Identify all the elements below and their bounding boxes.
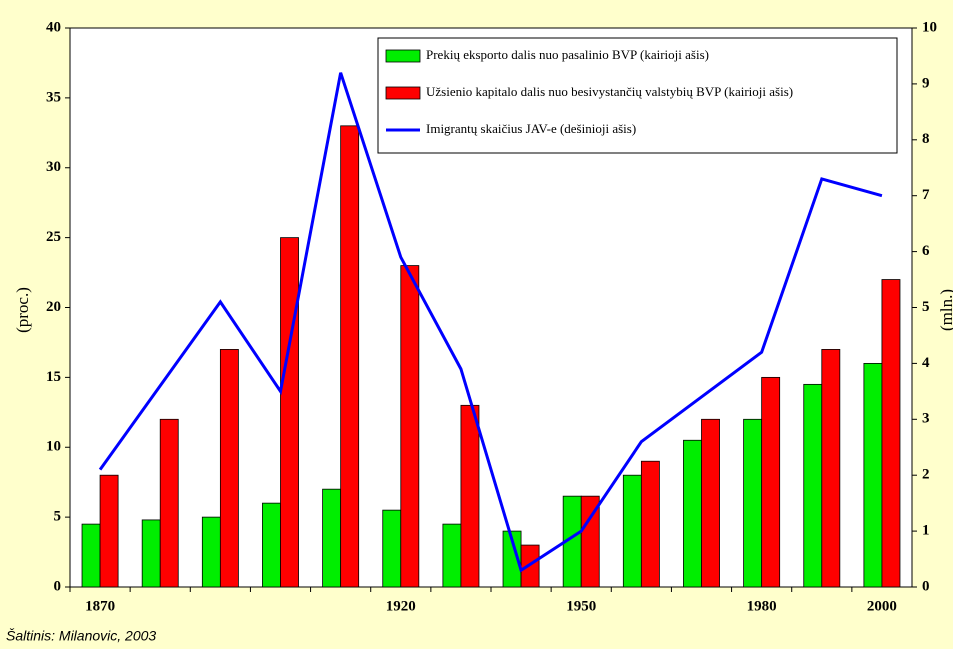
bar xyxy=(201,516,221,588)
x-tick-label: 1870 xyxy=(85,598,115,614)
y-tick-label: 15 xyxy=(46,369,61,385)
bar xyxy=(159,418,179,588)
y2-tick-label: 7 xyxy=(922,187,930,203)
bar xyxy=(743,418,763,588)
bar xyxy=(81,523,101,588)
bar xyxy=(99,474,119,588)
y-tick-label: 0 xyxy=(54,578,62,594)
y-tick-label: 20 xyxy=(46,299,61,315)
legend-label: Imigrantų skaičius JAV-e (dešinioji ašis… xyxy=(426,121,636,136)
y2-tick-label: 2 xyxy=(922,467,930,483)
bar xyxy=(683,439,702,588)
y2-tick-label: 6 xyxy=(922,243,930,259)
bar xyxy=(622,474,642,588)
y2-axis-label: (mln.) xyxy=(937,289,953,331)
y-axis-label: (proc.) xyxy=(13,287,32,333)
source: Šaltinis: Milanovic, 2003 xyxy=(6,628,156,644)
bar xyxy=(400,265,420,588)
y2-tick-label: 0 xyxy=(922,578,930,594)
bar xyxy=(580,495,600,588)
bar xyxy=(701,418,720,588)
y-tick-label: 40 xyxy=(46,19,61,35)
legend-label: Prekių eksporto dalis nuo pasalinio BVP … xyxy=(426,47,709,62)
y-tick-label: 5 xyxy=(54,509,62,525)
bar xyxy=(442,523,462,588)
bar xyxy=(219,349,239,588)
x-tick-label: 1950 xyxy=(566,598,596,614)
bar xyxy=(460,404,480,588)
y2-tick-label: 1 xyxy=(922,523,930,539)
bar xyxy=(262,502,281,588)
y2-tick-label: 3 xyxy=(922,411,930,427)
bar xyxy=(280,237,299,588)
y-tick-label: 25 xyxy=(46,229,61,245)
legend-box xyxy=(377,37,898,154)
bar xyxy=(863,362,883,588)
x-tick-label: 2000 xyxy=(867,598,897,614)
y2-tick-label: 5 xyxy=(922,299,930,315)
y2-tick-label: 8 xyxy=(922,131,930,147)
y-tick-label: 10 xyxy=(46,439,61,455)
legend-swatch xyxy=(385,49,421,63)
bar xyxy=(141,519,161,588)
y2-tick-label: 9 xyxy=(922,75,930,91)
bar xyxy=(761,376,781,588)
y2-tick-label: 4 xyxy=(922,355,930,371)
y2-tick-label: 10 xyxy=(922,19,937,35)
y-tick-label: 35 xyxy=(46,89,61,105)
bar xyxy=(803,383,823,588)
bar xyxy=(881,279,901,588)
bar xyxy=(640,460,660,588)
bar xyxy=(821,349,841,588)
line xyxy=(98,72,883,573)
bar xyxy=(382,509,402,588)
x-tick-label: 1920 xyxy=(386,598,416,614)
x-tick-label: 1980 xyxy=(747,598,777,614)
y-tick-label: 30 xyxy=(46,159,61,175)
legend-label: Užsienio kapitalo dalis nuo besivystanči… xyxy=(426,84,793,99)
legend-swatch xyxy=(385,86,421,100)
bar xyxy=(322,488,342,588)
bar xyxy=(340,125,360,588)
